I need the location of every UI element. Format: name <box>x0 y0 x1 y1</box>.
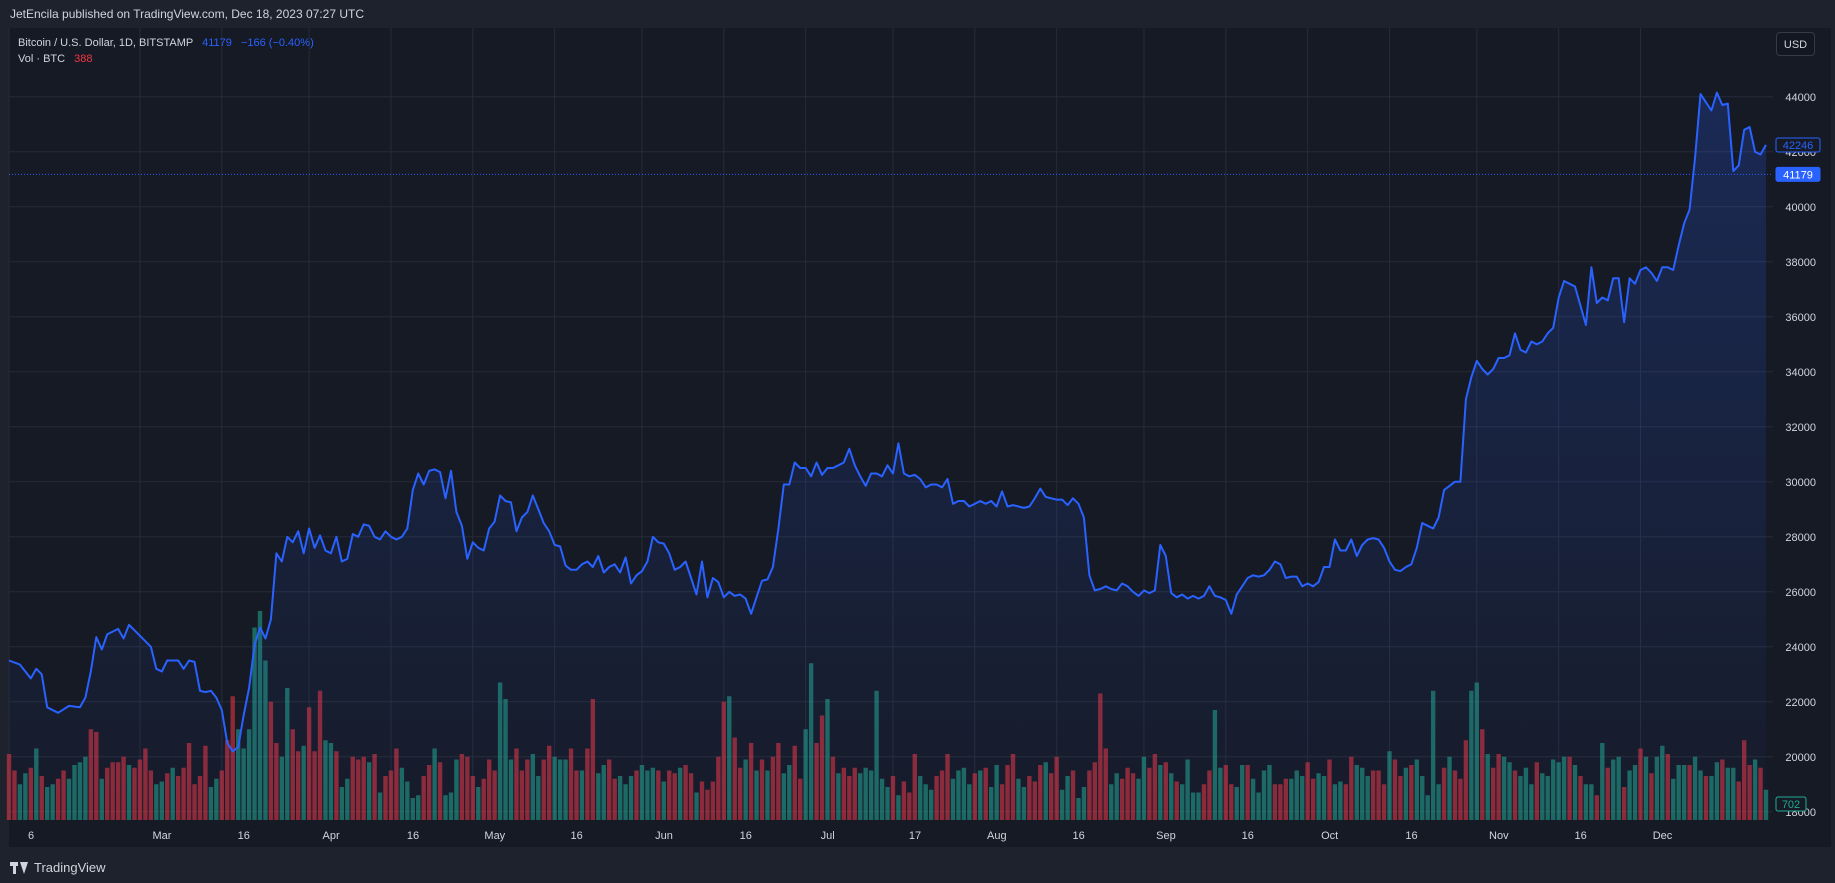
price-change: −166 (−0.40%) <box>240 37 314 49</box>
price-tick-label: 38000 <box>1785 257 1816 269</box>
time-tick-label: 16 <box>238 830 250 842</box>
volume-badge-label: 702 <box>1782 799 1800 811</box>
price-badge-box <box>1775 166 1821 182</box>
time-tick-label: Sep <box>1156 830 1176 842</box>
volume-badge-box <box>1775 796 1807 812</box>
time-tick-label: 16 <box>407 830 419 842</box>
price-badge-label: 42246 <box>1783 140 1814 152</box>
time-tick-label: Jul <box>821 830 835 842</box>
time-tick-label: 16 <box>1575 830 1587 842</box>
last-price: 41179 <box>202 37 232 49</box>
volume-value: 388 <box>74 53 93 65</box>
price-tick-label: 24000 <box>1785 642 1816 654</box>
price-area <box>9 92 1766 821</box>
time-tick-label: 16 <box>740 830 752 842</box>
time-tick-label: Oct <box>1321 830 1338 842</box>
volume-legend-row[interactable]: Vol · BTC 388 <box>18 51 314 67</box>
time-tick-label: Dec <box>1653 830 1673 842</box>
published-info: JetEncila published on TradingView.com, … <box>10 7 364 21</box>
price-area-fill <box>9 92 1766 821</box>
top-bar: JetEncila published on TradingView.com, … <box>0 0 1835 28</box>
time-tick-label: Aug <box>987 830 1007 842</box>
price-tick-label: 34000 <box>1785 367 1816 379</box>
time-tick-label: Nov <box>1489 830 1509 842</box>
time-tick-label: Apr <box>323 830 340 842</box>
price-tick-label: 20000 <box>1785 752 1816 764</box>
bottom-bar <box>0 849 1835 883</box>
price-axis: 1800020000220002400026000280003000032000… <box>1785 92 1816 819</box>
time-tick-label: 16 <box>1242 830 1254 842</box>
brand-name: TradingView <box>34 860 106 875</box>
tradingview-logo-icon <box>10 861 30 874</box>
time-tick-label: 16 <box>571 830 583 842</box>
price-line-path <box>8 91 1767 753</box>
price-badges: 42246 41179 702 <box>1775 137 1821 812</box>
time-tick-label: Jun <box>655 830 673 842</box>
chart-legend: Bitcoin / U.S. Dollar, 1D, BITSTAMP 4117… <box>18 35 314 67</box>
volume-label: Vol · BTC <box>18 53 66 65</box>
price-tick-label: 28000 <box>1785 532 1816 544</box>
tradingview-brand[interactable]: TradingView <box>10 860 106 875</box>
price-tick-label: 30000 <box>1785 477 1816 489</box>
price-tick-label: 32000 <box>1785 422 1816 434</box>
price-line <box>8 91 1767 753</box>
price-badge-label: 41179 <box>1783 169 1813 181</box>
currency-button[interactable]: USD <box>1776 32 1815 56</box>
time-tick-label: 16 <box>1405 830 1417 842</box>
symbol-legend-row[interactable]: Bitcoin / U.S. Dollar, 1D, BITSTAMP 4117… <box>18 35 314 51</box>
time-tick-label: 6 <box>28 830 34 842</box>
time-tick-label: 17 <box>909 830 921 842</box>
symbol-title: Bitcoin / U.S. Dollar, 1D, BITSTAMP <box>18 37 194 49</box>
price-tick-label: 36000 <box>1785 312 1816 324</box>
time-axis: 6 Mar 16 Apr 16 May 16 Jun 16 Jul 17 Aug 16 Sep 16 Oct 1… <box>28 830 1673 842</box>
price-badge-box <box>1775 137 1821 153</box>
price-tick-label: 40000 <box>1785 202 1816 214</box>
time-tick-label: Mar <box>152 830 171 842</box>
price-tick-label: 26000 <box>1785 587 1816 599</box>
price-tick-label: 22000 <box>1785 697 1816 709</box>
price-tick-label: 44000 <box>1785 92 1816 104</box>
time-tick-label: May <box>484 830 505 842</box>
time-tick-label: 16 <box>1073 830 1085 842</box>
